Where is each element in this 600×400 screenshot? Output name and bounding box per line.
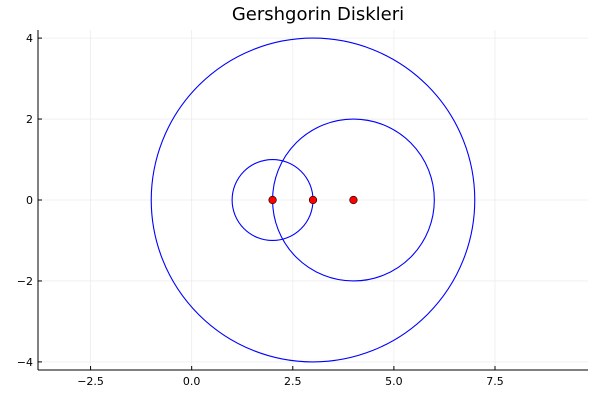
axes bbox=[37, 30, 588, 371]
y-tick-label: −4 bbox=[17, 356, 33, 369]
y-tick-label: −2 bbox=[17, 275, 33, 288]
eigenvalue-points bbox=[268, 195, 358, 205]
eigenvalue-point-2 bbox=[308, 195, 318, 205]
y-tick-label: 0 bbox=[26, 194, 33, 207]
y-tick-label: 2 bbox=[26, 113, 33, 126]
x-tick-label: 2.5 bbox=[284, 375, 302, 388]
eigenvalue-point-1 bbox=[268, 195, 277, 205]
y-tick-label: 4 bbox=[26, 32, 33, 45]
x-tick-label: 0.0 bbox=[183, 375, 201, 388]
x-tick-label: −2.5 bbox=[77, 375, 104, 388]
x-tick-label: 5.0 bbox=[385, 375, 403, 388]
x-tick-label: 7.5 bbox=[486, 375, 504, 388]
eigenvalue-point-3 bbox=[349, 195, 358, 205]
chart-title: Gershgorin Diskleri bbox=[232, 4, 404, 25]
gershgorin-disk-2 bbox=[150, 37, 476, 363]
tick-labels: −2.5 0.0 2.5 5.0 7.5 −4 −2 0 2 4 bbox=[17, 32, 504, 388]
